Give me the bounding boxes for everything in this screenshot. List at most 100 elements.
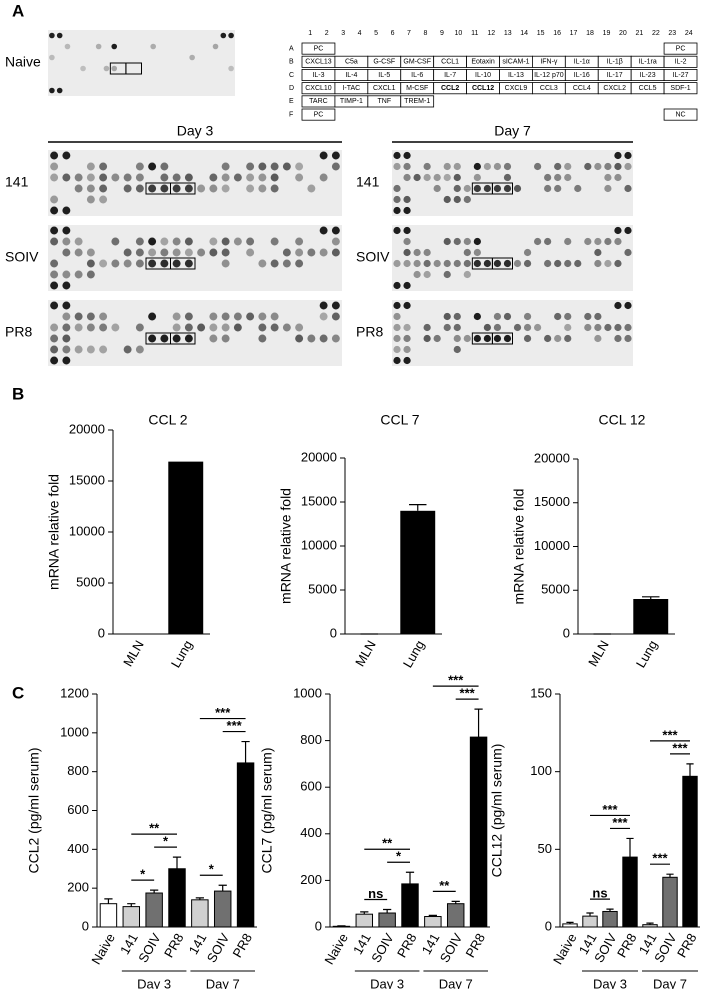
blot-dot <box>148 162 157 171</box>
blot-dot <box>307 184 316 193</box>
array-cell-label: IL-5 <box>378 72 390 79</box>
array-cell-label: IL-4 <box>345 72 357 79</box>
blot-dot <box>74 323 83 332</box>
bar <box>400 510 436 634</box>
array-cell-label: IL-27 <box>673 72 689 79</box>
blot-dot <box>614 237 622 246</box>
error-bar <box>405 871 415 884</box>
group-label: Day 3 <box>137 976 171 989</box>
y-axis-label: CCL2 (pg/ml serum) <box>26 747 42 873</box>
blot-dot <box>50 270 59 279</box>
blot-dot <box>463 184 471 193</box>
blot-dot <box>221 173 230 182</box>
blot-dot <box>403 281 411 290</box>
blot-dot <box>99 195 108 204</box>
x-tick-label: SOIV <box>368 930 397 965</box>
blot-dot <box>594 323 602 332</box>
error-bar <box>383 908 392 914</box>
blot-dot <box>270 173 279 182</box>
blot-dot <box>270 323 279 332</box>
y-tick-label: 10000 <box>534 538 570 553</box>
array-cell-label: CXCL13 <box>305 59 332 66</box>
x-tick-label: SOIV <box>437 930 466 965</box>
blot-dot <box>295 259 304 268</box>
y-tick-label: 200 <box>300 872 322 887</box>
error-bar <box>241 740 250 763</box>
blot-dot <box>554 334 562 343</box>
bar <box>682 775 698 928</box>
blot-dot <box>184 259 193 268</box>
blot-dot <box>473 259 481 268</box>
blot-dot <box>123 259 132 268</box>
blot-dot <box>614 323 622 332</box>
column-number: 15 <box>537 30 545 37</box>
blot-dot <box>50 259 59 268</box>
array-cell-label: CXCL10 <box>305 85 332 92</box>
blot-dot <box>319 312 328 321</box>
array-cell-label: IL-6 <box>411 72 423 79</box>
blot-dot <box>533 323 542 332</box>
blot-dot <box>189 54 195 61</box>
blot-dot <box>111 65 118 72</box>
blot-dot <box>604 173 612 182</box>
blot-dot <box>209 248 218 257</box>
blot-dot <box>523 248 532 257</box>
error-bar <box>195 897 204 900</box>
blot-dot <box>483 259 492 268</box>
blot-dot <box>564 334 572 343</box>
blot-dot <box>544 334 552 343</box>
blot-dot <box>594 334 602 343</box>
bar <box>145 892 163 928</box>
y-tick-label: 15000 <box>69 472 105 487</box>
array-cell-label: CCL2 <box>441 85 459 92</box>
bar <box>168 461 204 634</box>
array-cell-label: TREM-1 <box>404 98 430 105</box>
error-bar <box>686 763 694 777</box>
blot-dot <box>403 162 411 171</box>
blot-dot <box>221 334 230 343</box>
blot-dot <box>95 43 102 50</box>
blot-label: PR8 <box>5 324 32 340</box>
blot-dot <box>270 312 279 321</box>
bar <box>213 890 232 928</box>
error-bar <box>104 898 113 904</box>
error-bar <box>409 504 427 511</box>
blot-dot <box>50 237 59 246</box>
blot-dot <box>86 312 95 321</box>
blot-dot <box>393 281 401 290</box>
blot-dot <box>150 43 156 50</box>
array-cell-label: TARC <box>309 98 328 105</box>
blot-dot <box>473 184 481 193</box>
significance-label: *** <box>460 686 476 701</box>
row-letter: B <box>289 59 294 66</box>
bar <box>168 868 186 928</box>
blot-dot <box>614 226 622 235</box>
blot-dot <box>463 270 471 279</box>
blot-dot <box>453 184 461 193</box>
blot-dot <box>413 173 421 182</box>
x-tick-label: MLN <box>120 638 147 669</box>
blot-dot <box>86 259 95 268</box>
blot-dot <box>319 248 328 257</box>
blot-dot <box>443 312 451 321</box>
blot-dot <box>246 312 255 321</box>
blot-dot <box>50 356 59 365</box>
y-axis-label: mRNA relative fold <box>278 488 294 604</box>
y-tick-label: 400 <box>67 841 89 856</box>
blot-dot <box>295 237 304 246</box>
highlight-box <box>170 332 196 345</box>
blot-dot <box>513 259 522 268</box>
blot-dot <box>453 237 461 246</box>
blot-dot <box>473 173 481 182</box>
error-bar <box>646 922 654 925</box>
array-cell-label: CXCL2 <box>603 85 626 92</box>
blot-dot <box>99 173 108 182</box>
blot-dot <box>99 312 108 321</box>
blot-dot <box>209 312 218 321</box>
blot-dot <box>453 162 461 171</box>
highlight-box <box>170 182 196 195</box>
blot-dot <box>49 87 55 94</box>
x-tick-label: SOIV <box>135 930 164 965</box>
blot-dot <box>233 237 242 246</box>
